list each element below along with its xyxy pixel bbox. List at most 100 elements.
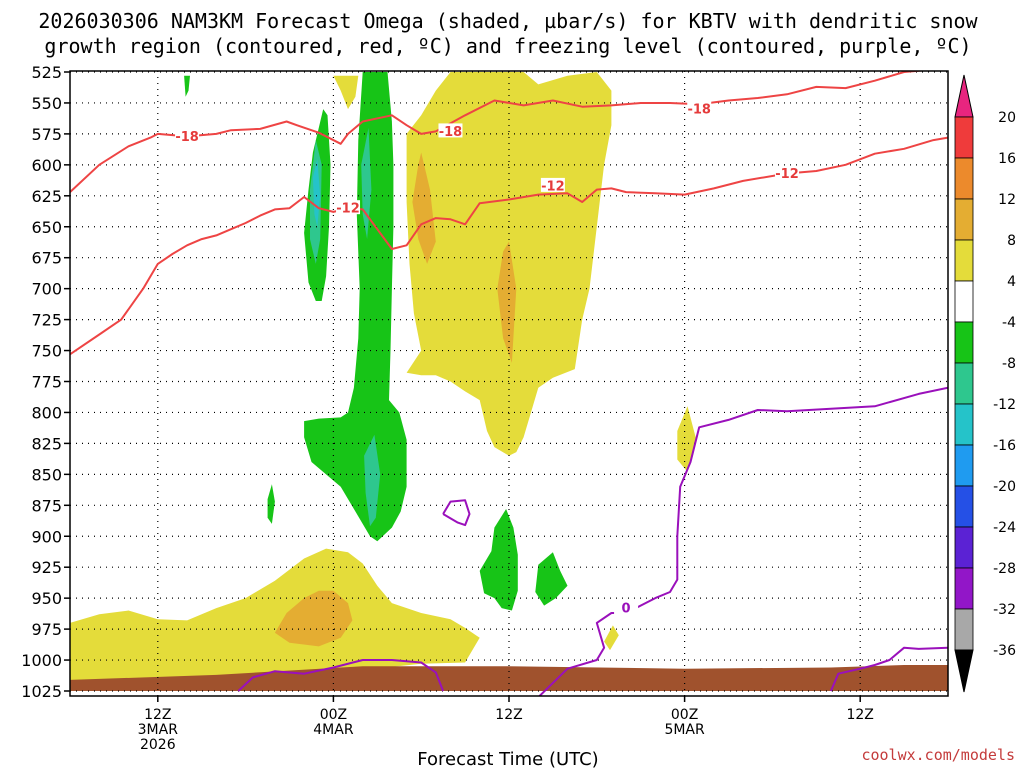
- y-tick-label: 1000: [21, 651, 62, 670]
- contour-label: -12: [541, 179, 565, 194]
- colorbar-swatch: [954, 526, 974, 569]
- contour-3: [237, 659, 445, 692]
- colorbar-label: -32: [993, 602, 1016, 618]
- y-tick-label: 950: [31, 589, 62, 608]
- y-tick-label: 700: [31, 280, 62, 299]
- colorbar-label: -8: [1002, 356, 1016, 372]
- contour-label-bg: [438, 123, 463, 138]
- contour-label: -12: [336, 202, 360, 217]
- y-tick-label: 625: [31, 187, 62, 206]
- colorbar-swatch: [954, 608, 974, 651]
- shade-omega-neg-blob-3: [267, 484, 275, 524]
- chart-title-line-1: 2026030306 NAM3KM Forecast Omega (shaded…: [38, 9, 978, 33]
- y-tick-label: 850: [31, 465, 62, 484]
- y-tick-label: 875: [31, 496, 62, 515]
- y-tick-label: 650: [31, 218, 62, 237]
- contour-1: [70, 136, 948, 356]
- contour-label: 0: [622, 602, 631, 617]
- contour-label-bg: [336, 200, 361, 215]
- x-tick-label: 4MAR: [313, 722, 354, 738]
- contour-label-bg: [614, 600, 639, 615]
- y-tick-label: 925: [31, 558, 62, 577]
- shade-omega-8to12-streak-a: [412, 152, 436, 264]
- x-tick-label: 12Z: [144, 707, 171, 723]
- contour-label-bg: [540, 177, 565, 192]
- chart-title-line-2: growth region (contoured, red, ºC) and f…: [44, 34, 971, 58]
- x-axis-label: Forecast Time (UTC): [417, 749, 598, 768]
- contour-labels: -18 -18 -18 -12 -12 -12 0: [175, 101, 800, 617]
- colorbar: 16 12 8 4 -4 -8 -12 -16 -20 -24 -28 -32 -36 20: [954, 74, 1016, 693]
- x-tick-label: 00Z: [671, 707, 698, 723]
- y-tick-label: 725: [31, 311, 62, 330]
- colorbar-label: -12: [993, 397, 1016, 413]
- credit-text: coolwx.com/models: [861, 746, 1015, 764]
- x-tick-label: 12Z: [846, 707, 873, 723]
- y-tick-label: 675: [31, 249, 62, 268]
- colorbar-swatch: [954, 567, 974, 610]
- y-tick-label: 575: [31, 125, 62, 144]
- colorbar-swatch: [954, 362, 974, 405]
- shade-omega-4to8-low-left: [70, 548, 480, 691]
- x-tick-label: 2026: [140, 737, 176, 753]
- contour-label: -18: [175, 130, 199, 145]
- shade-omega-neg-16-a: [312, 158, 321, 227]
- shade-omega-neg-blob-4: [184, 75, 190, 97]
- y-tick-label: 550: [31, 94, 62, 113]
- contour-label: -18: [687, 103, 711, 118]
- colorbar-swatch: [954, 485, 974, 528]
- contour-label: -12: [775, 167, 799, 182]
- y-tick-label: 750: [31, 342, 62, 361]
- x-tick-label: 3MAR: [138, 722, 179, 738]
- colorbar-top-label: 20: [998, 110, 1016, 126]
- colorbar-label: -4: [1002, 315, 1016, 331]
- colorbar-label: -16: [993, 438, 1016, 454]
- colorbar-label: -36: [993, 643, 1016, 659]
- y-tick-label: 775: [31, 373, 62, 392]
- colorbar-swatch: [954, 198, 974, 241]
- shade-omega-8to12-streak-b: [497, 241, 517, 363]
- colorbar-label: 16: [998, 151, 1016, 167]
- contour-lines: [70, 71, 948, 696]
- contour-2: [538, 386, 948, 696]
- contour-label-bg: [175, 128, 200, 143]
- y-tick-label: 525: [31, 63, 62, 82]
- shade-omega-8to12-low: [274, 590, 353, 647]
- x-tick-label: 5MAR: [664, 722, 705, 738]
- y-tick-label: 800: [31, 403, 62, 422]
- colorbar-label: -28: [993, 561, 1016, 577]
- colorbar-label: -20: [993, 479, 1016, 495]
- y-tick-label: 825: [31, 434, 62, 453]
- colorbar-label: 4: [1007, 274, 1016, 290]
- colorbar-label: 12: [998, 192, 1016, 208]
- contour-5: [442, 499, 471, 527]
- colorbar-swatch: [954, 280, 974, 323]
- shade-omega-4to8-small-blob: [604, 625, 619, 651]
- colorbar-under-triangle: [954, 649, 974, 693]
- contour-label-bg: [775, 165, 800, 180]
- shade-omega-4to8-top-blob: [333, 75, 359, 110]
- y-tick-label: 1025: [21, 682, 62, 701]
- colorbar-label: 8: [1007, 233, 1016, 249]
- x-tick-label: 00Z: [320, 707, 347, 723]
- shade-omega-neg-blob-1: [479, 509, 518, 611]
- contour-label-bg: [687, 101, 712, 116]
- colorbar-swatch: [954, 444, 974, 487]
- contour-0: [70, 71, 928, 193]
- x-tick-label: 12Z: [495, 707, 522, 723]
- colorbar-swatch: [954, 157, 974, 200]
- colorbar-label: -24: [993, 520, 1016, 536]
- colorbar-swatch: [954, 403, 974, 446]
- contour-label: -18: [439, 125, 463, 140]
- colorbar-swatch: [954, 116, 974, 159]
- shade-omega-neg-tower-b: [304, 72, 407, 542]
- colorbar-swatch: [954, 321, 974, 364]
- contour-4: [829, 646, 948, 692]
- shade-omega-neg-blob-2: [535, 552, 568, 606]
- y-tick-label: 900: [31, 527, 62, 546]
- shade-omega-neg-12-c: [364, 434, 381, 527]
- y-tick-label: 600: [31, 156, 62, 175]
- y-tick-label: 975: [31, 620, 62, 639]
- y-axis-ticks: 525 550 575 600 625 650 675 700 725 750 775 800 825 8…: [21, 63, 70, 701]
